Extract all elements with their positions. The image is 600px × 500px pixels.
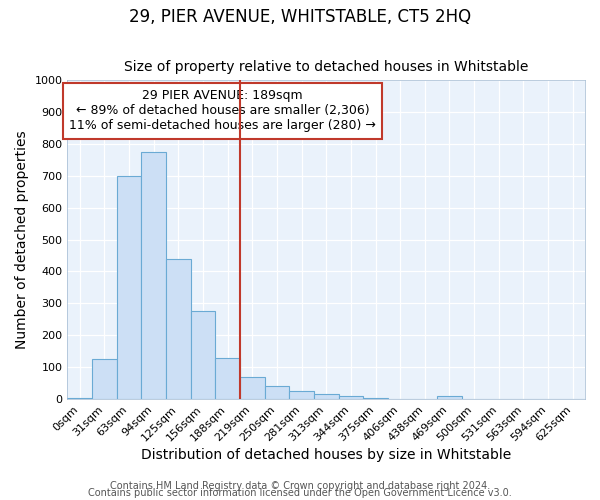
Bar <box>314 394 338 399</box>
Bar <box>166 258 191 399</box>
Bar <box>265 386 289 399</box>
Bar <box>92 360 117 399</box>
Bar <box>240 377 265 399</box>
Bar <box>437 396 462 399</box>
Text: Contains public sector information licensed under the Open Government Licence v3: Contains public sector information licen… <box>88 488 512 498</box>
Bar <box>363 398 388 399</box>
Text: Contains HM Land Registry data © Crown copyright and database right 2024.: Contains HM Land Registry data © Crown c… <box>110 481 490 491</box>
Y-axis label: Number of detached properties: Number of detached properties <box>15 130 29 349</box>
Text: 29, PIER AVENUE, WHITSTABLE, CT5 2HQ: 29, PIER AVENUE, WHITSTABLE, CT5 2HQ <box>129 8 471 26</box>
Bar <box>191 312 215 399</box>
Text: 29 PIER AVENUE: 189sqm
← 89% of detached houses are smaller (2,306)
11% of semi-: 29 PIER AVENUE: 189sqm ← 89% of detached… <box>69 90 376 132</box>
Bar <box>338 396 363 399</box>
Bar <box>289 391 314 399</box>
Bar <box>142 152 166 399</box>
Title: Size of property relative to detached houses in Whitstable: Size of property relative to detached ho… <box>124 60 529 74</box>
Bar <box>67 398 92 399</box>
Bar <box>117 176 142 399</box>
Bar <box>215 358 240 399</box>
X-axis label: Distribution of detached houses by size in Whitstable: Distribution of detached houses by size … <box>141 448 511 462</box>
